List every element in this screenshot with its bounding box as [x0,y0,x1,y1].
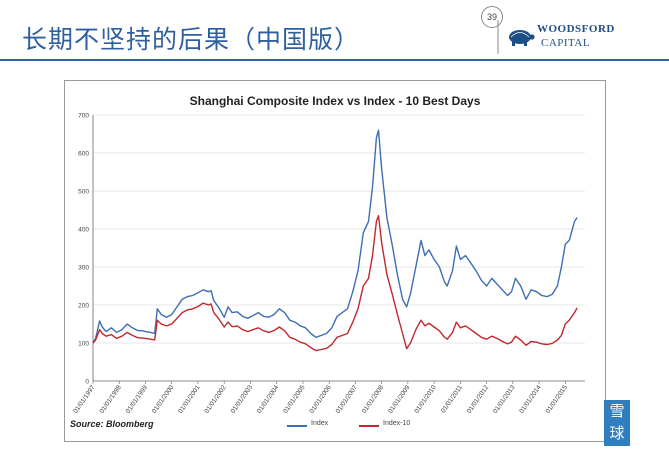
y-grid [93,114,585,344]
x-tick-label: 01/01/2000 [151,384,176,415]
y-tick-label: 100 [78,340,89,347]
x-tick-label: 01/01/2014 [518,384,543,415]
y-tick-labels: 0 100 200 300 400 500 600 700 [78,112,89,385]
x-tick-label: 01/01/2006 [308,384,333,415]
legend-item-index10: Index-10 [359,420,449,432]
x-tick-label: 01/01/2007 [335,384,360,415]
logo-line-2: CAPITAL [541,37,591,49]
legend-swatch-index [287,425,307,427]
y-tick-label: 500 [78,188,89,195]
tortoise-icon [509,30,535,46]
x-tick-label: 01/01/1997 [72,384,97,415]
y-tick-label: 0 [85,378,89,385]
x-tick-label: 01/01/1998 [98,384,123,415]
slide-title: 长期不坚持的后果（中国版） [22,25,361,54]
chart-frame: Shanghai Composite Index vs Index - 10 B… [64,80,606,442]
x-tick-label: 01/01/1999 [125,384,150,415]
series-lines [92,129,578,352]
x-tick-labels: 01/01/1997 01/01/1998 01/01/1999 01/01/2000… [72,381,569,415]
x-tick-label: 01/01/2010 [413,384,438,415]
y-tick-label: 600 [78,150,89,157]
x-tick-label: 01/01/2008 [361,384,386,415]
legend-label-index10: Index-10 [383,420,411,427]
x-tick-label: 01/01/2011 [440,384,464,415]
x-tick-label: 01/01/2003 [230,384,255,415]
y-tick-label: 200 [78,302,89,309]
legend: Index Index-10 [287,420,487,432]
divider-line [497,20,499,54]
page-number: 39 [481,6,503,28]
x-tick-label: 01/01/2004 [256,384,281,415]
y-tick-label: 700 [78,112,89,119]
series-line-index-10 [92,215,578,352]
y-tick-label: 400 [78,226,89,233]
header-rule [0,59,669,61]
legend-label-index: Index [311,420,329,427]
axes [92,115,585,382]
y-tick-label: 300 [78,264,89,271]
x-tick-label: 01/01/2002 [203,384,228,415]
xueqiu-watermark: 雪球 [604,400,630,446]
woodsford-logo: WOODSFORD CAPITAL [497,20,667,56]
x-tick-label: 01/01/2001 [177,384,202,415]
x-tick-label: 01/01/2005 [282,384,307,415]
legend-item-index: Index [287,420,357,432]
logo-line-1: WOODSFORD [537,23,615,35]
source-note: Source: Bloomberg [70,419,154,429]
chart-title: Shanghai Composite Index vs Index - 10 B… [189,94,481,108]
x-tick-label: 01/01/2013 [492,384,517,415]
x-tick-label: 01/01/2009 [387,384,412,415]
series-line-index [92,129,578,344]
x-tick-label: 01/01/2012 [466,384,491,415]
legend-swatch-index10 [359,425,379,427]
x-tick-label: 01/01/2015 [545,384,570,415]
